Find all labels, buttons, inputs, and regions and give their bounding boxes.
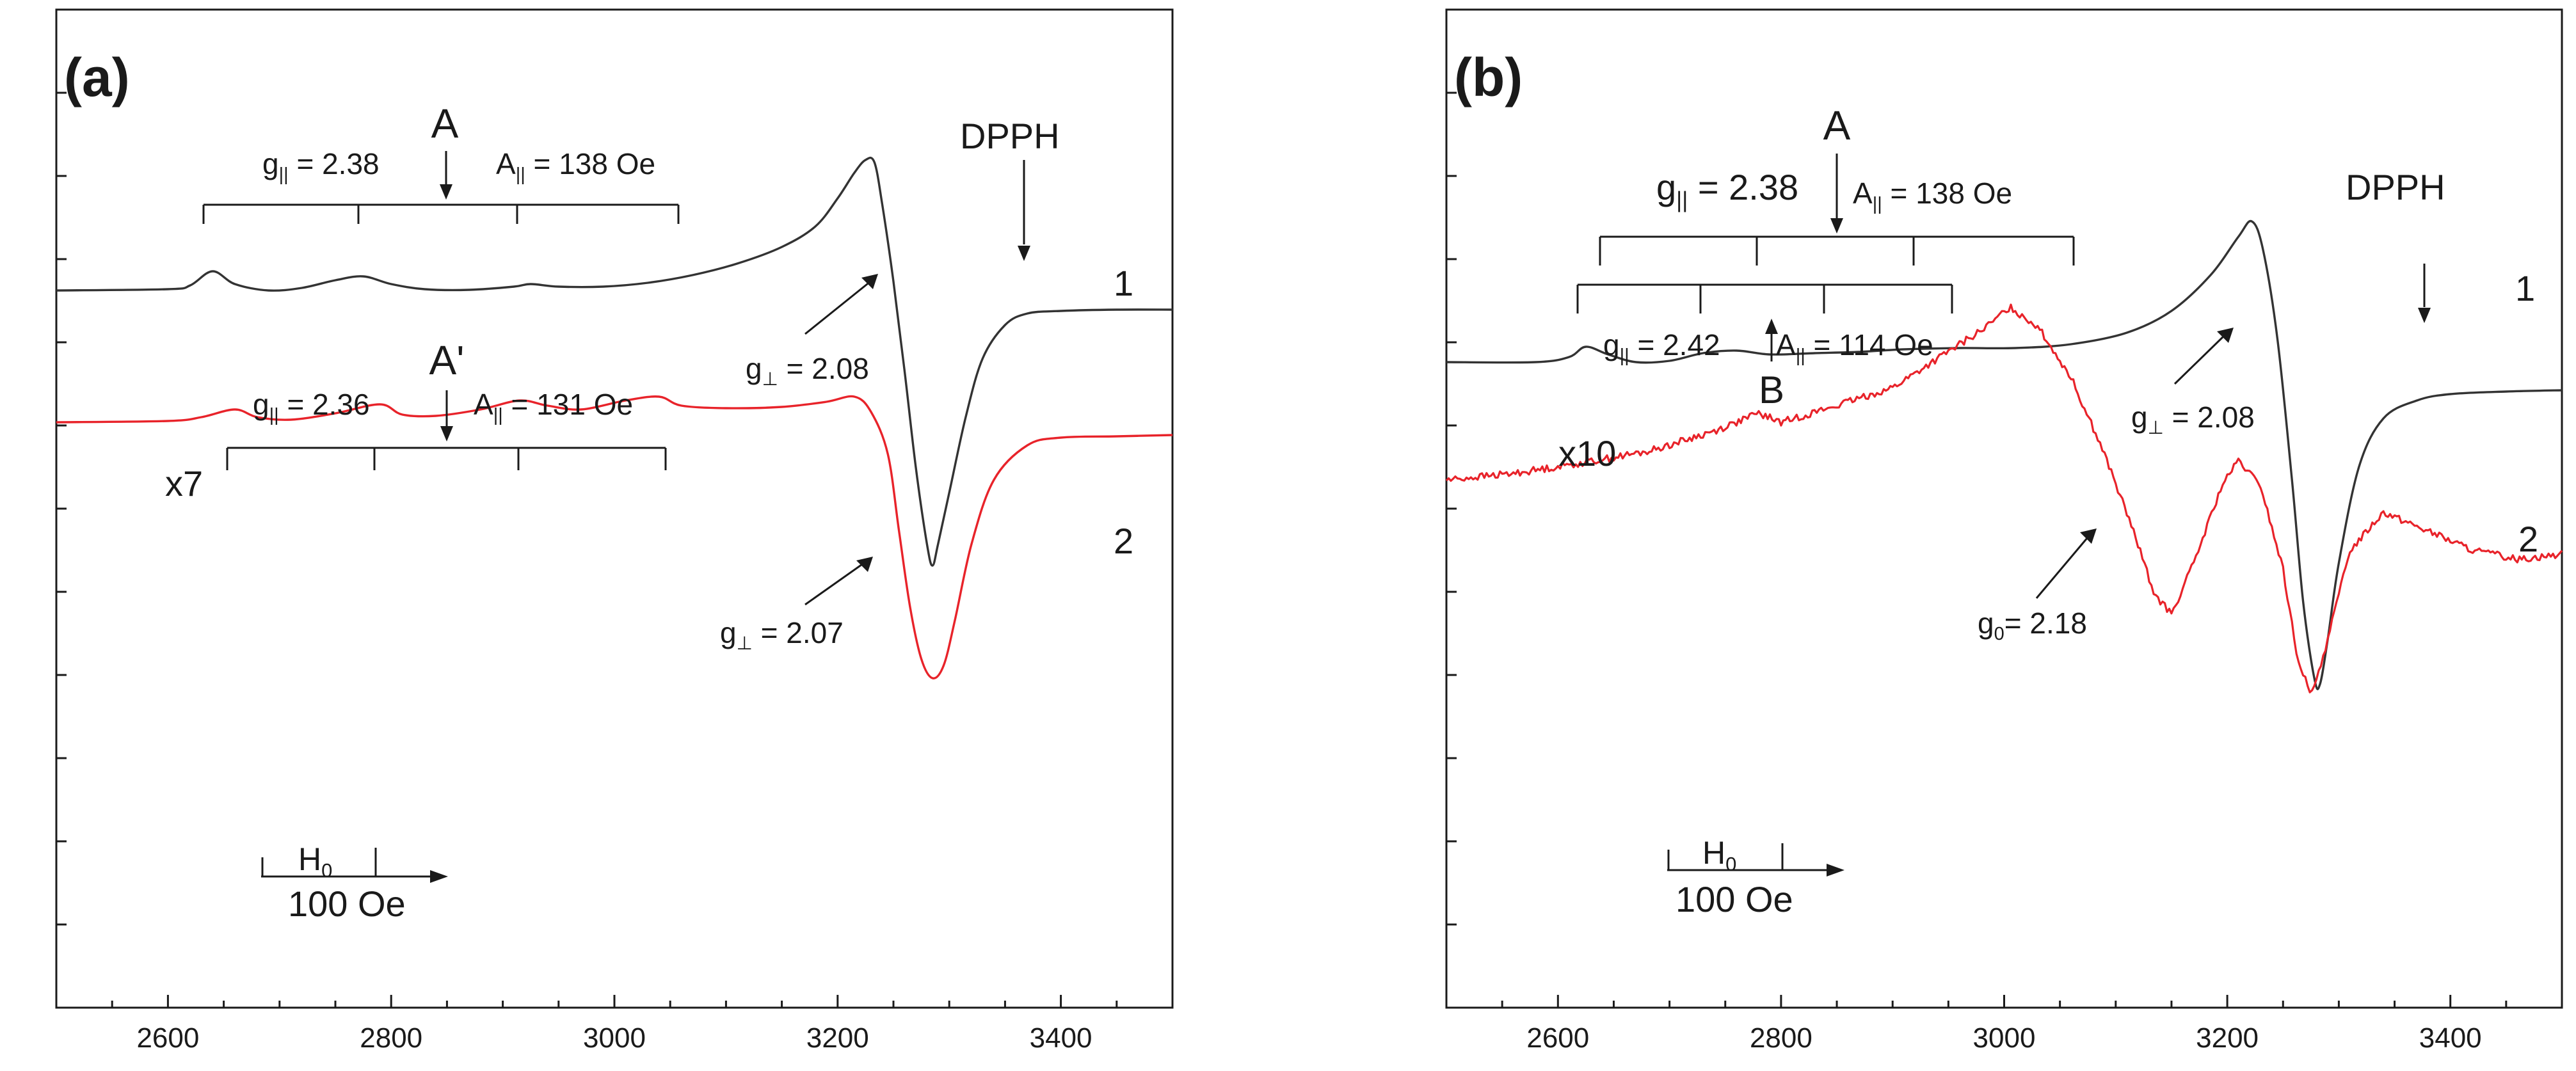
panel-b: 2600 2800 3000 3200 3400 (b) g|| = 2.38 A|| = 1… xyxy=(1445,8,2563,1054)
site-arrow-head xyxy=(1765,319,1778,334)
x-tick-label: 3000 xyxy=(1973,1022,2036,1054)
h0-arrow-head xyxy=(430,870,448,883)
a-parallel-label-2: A|| = 131 Oe xyxy=(474,388,633,425)
dpph-label: DPPH xyxy=(2346,167,2445,207)
panel-label: (b) xyxy=(1454,47,1523,107)
panel-label: (a) xyxy=(64,47,130,107)
dpph-arrow-head xyxy=(2418,308,2431,323)
callout-line xyxy=(2035,537,2089,599)
x-tick-label: 2800 xyxy=(360,1022,422,1054)
dpph-label: DPPH xyxy=(960,116,1060,156)
series-line-1 xyxy=(56,156,1173,567)
x-tick-label: 2800 xyxy=(1750,1022,1812,1054)
scale-bar-label: 100 Oe xyxy=(1676,879,1793,919)
callout-line xyxy=(804,562,865,606)
x-tick-label: 2600 xyxy=(136,1022,199,1054)
series-line-1 xyxy=(1446,219,2563,690)
x-tick-label: 3400 xyxy=(2419,1022,2482,1054)
callout-line xyxy=(804,280,871,335)
scale-factor-label: x10 xyxy=(1558,433,1616,473)
x-tick-label: 3200 xyxy=(806,1022,869,1054)
g-perp-label-1: g⊥ = 2.08 xyxy=(746,352,869,390)
g0-label: g0= 2.18 xyxy=(1978,607,2087,644)
a-parallel-label-1: A|| = 138 Oe xyxy=(1853,177,2012,214)
site-label-b: B xyxy=(1759,369,1784,411)
curve-label-1: 1 xyxy=(2515,268,2535,308)
callout-arrow-head xyxy=(2080,528,2097,544)
g-parallel-label-1: g|| = 2.38 xyxy=(262,147,380,185)
series-line-2 xyxy=(56,395,1173,679)
h0-label: H0 xyxy=(1702,835,1736,875)
site-label-a-prime: A' xyxy=(429,337,465,383)
series-line-2 xyxy=(1445,303,2563,694)
scale-factor-label: x7 xyxy=(165,463,203,504)
x-tick-label: 3400 xyxy=(1030,1022,1092,1054)
g-parallel-label-1: g|| = 2.38 xyxy=(1656,167,1798,212)
callout-arrow-head xyxy=(2217,328,2234,343)
g-parallel-label-2: g|| = 2.36 xyxy=(253,388,370,425)
curve-label-2: 2 xyxy=(1114,521,1133,561)
a-parallel-label-2: A|| = 114 Oe xyxy=(1776,328,1933,366)
h0-label: H0 xyxy=(298,841,332,882)
g-perp-label-2: g⊥ = 2.07 xyxy=(720,616,844,654)
site-arrow-head xyxy=(440,184,452,200)
h0-arrow-head xyxy=(1827,864,1844,877)
site-label-a: A xyxy=(1823,102,1851,148)
x-tick-label: 3000 xyxy=(583,1022,646,1054)
g-perp-label-1: g⊥ = 2.08 xyxy=(2131,401,2255,438)
site-arrow-head xyxy=(1830,218,1843,234)
curve-label-2: 2 xyxy=(2518,519,2538,559)
a-parallel-label-1: A|| = 138 Oe xyxy=(496,147,655,185)
callout-line xyxy=(2173,335,2225,385)
callout-arrow-head xyxy=(861,274,878,289)
x-tick-label: 3200 xyxy=(2196,1022,2259,1054)
panel-a: 2600 2800 3000 3200 3400 (a) g|| = 2.38 A|| = 1… xyxy=(55,8,1174,1054)
dpph-arrow-head xyxy=(1018,246,1030,261)
x-tick-label: 2600 xyxy=(1526,1022,1589,1054)
scale-bar-label: 100 Oe xyxy=(288,884,406,924)
g-parallel-label-2: g|| = 2.42 xyxy=(1603,328,1720,366)
site-label-a: A xyxy=(431,100,459,147)
curve-label-1: 1 xyxy=(1114,263,1133,303)
callout-arrow-head xyxy=(856,557,873,572)
site-arrow-head xyxy=(440,426,453,441)
